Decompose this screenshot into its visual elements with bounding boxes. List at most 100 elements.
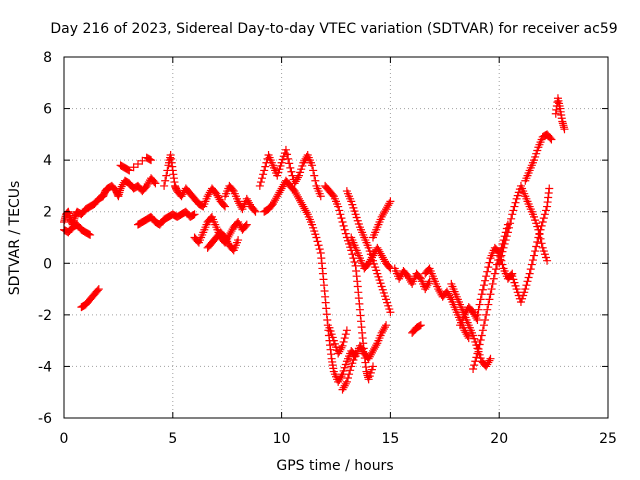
data-point-plus: [86, 230, 95, 239]
data-point-plus: [189, 210, 198, 219]
data-point-plus: [530, 251, 539, 260]
data-point-plus: [284, 154, 293, 163]
data-point-plus: [482, 310, 491, 319]
data-point-plus: [473, 316, 482, 325]
y-tick-label: 4: [43, 153, 52, 169]
data-point-plus: [485, 258, 494, 267]
data-point-plus: [314, 241, 323, 250]
data-point-plus: [424, 279, 433, 288]
y-tick-label: 2: [43, 205, 52, 221]
data-point-plus: [526, 265, 535, 274]
data-point-plus: [338, 218, 347, 227]
data-point-plus: [308, 161, 317, 170]
x-tick-label: 5: [168, 431, 177, 447]
y-tick-label: 6: [43, 102, 52, 118]
data-point-plus: [368, 362, 377, 371]
data-point-plus: [495, 259, 504, 268]
data-point-plus: [129, 163, 138, 172]
data-point-plus: [483, 267, 492, 276]
data-point-plus: [543, 256, 552, 265]
data-point-plus: [256, 178, 265, 187]
y-tick-label: -6: [38, 411, 52, 427]
data-point-plus: [534, 233, 543, 242]
data-point-plus: [124, 165, 133, 174]
data-point-plus: [160, 181, 169, 190]
x-axis-label: GPS time / hours: [276, 458, 393, 474]
data-point-plus: [341, 229, 350, 238]
plot-frame: [63, 56, 609, 419]
data-point-plus: [496, 255, 505, 264]
data-point-plus: [535, 229, 544, 238]
data-point-plus: [536, 225, 545, 234]
data-point-plus: [147, 156, 156, 165]
data-point-plus: [474, 345, 483, 354]
data-point-plus: [312, 233, 321, 242]
data-point-plus: [316, 192, 325, 201]
data-point-plus: [342, 377, 351, 386]
y-tick-label: 8: [43, 50, 52, 66]
data-point-plus: [340, 225, 349, 234]
data-point-plus: [145, 155, 154, 164]
data-point-plus: [531, 247, 540, 256]
data-point-plus: [335, 206, 344, 215]
y-axis-label: SDTVAR / TECUs: [7, 181, 23, 296]
data-point-plus: [221, 202, 230, 211]
data-point-plus: [476, 295, 485, 304]
data-point-plus: [511, 198, 520, 207]
data-point-plus: [472, 353, 481, 362]
data-point-plus: [479, 321, 488, 330]
x-tick-label: 20: [490, 431, 508, 447]
data-point-plus: [241, 221, 250, 230]
data-point-plus: [340, 334, 349, 343]
data-point-plus: [477, 331, 486, 340]
data-point-plus: [528, 256, 537, 265]
data-point-plus: [523, 277, 532, 286]
data-point-plus: [475, 300, 484, 309]
axis-ticks: 0 5 10 15 20 25 -6 -4 -2 0 2 4 6 8: [38, 50, 617, 447]
data-point-plus: [464, 334, 473, 343]
data-point-plus: [501, 236, 510, 245]
data-point-plus: [283, 150, 292, 159]
data-point-plus: [533, 238, 542, 247]
data-point-plus: [346, 366, 355, 375]
data-point-plus: [342, 326, 351, 335]
data-point-plus: [287, 167, 296, 176]
data-point-plus: [481, 276, 490, 285]
data-point-plus: [250, 206, 259, 215]
data-point-plus: [93, 286, 102, 295]
data-point-plus: [497, 251, 506, 260]
data-point-plus: [541, 206, 550, 215]
data-point-plus: [547, 135, 556, 144]
data-point-plus: [85, 230, 94, 239]
data-point-plus: [386, 308, 395, 317]
data-point-plus: [481, 316, 490, 325]
data-point-plus: [537, 221, 546, 230]
data-point-plus: [345, 370, 354, 379]
data-point-plus: [382, 321, 391, 330]
data-point-plus: [336, 210, 345, 219]
data-point-plus: [339, 337, 348, 346]
data-point-plus: [499, 243, 508, 252]
data-point-plus: [475, 340, 484, 349]
data-point-plus: [348, 250, 357, 259]
data-point-plus: [478, 326, 487, 335]
data-point-plus: [385, 263, 394, 272]
data-point-plus: [525, 269, 534, 278]
data-point-plus: [521, 285, 530, 294]
data-point-plus: [539, 214, 548, 223]
x-tick-label: 10: [273, 431, 291, 447]
y-tick-label: 0: [43, 256, 52, 272]
data-point-plus: [524, 273, 533, 282]
data-point-plus: [473, 349, 482, 358]
data-point-plus: [94, 285, 103, 294]
data-point-plus: [488, 279, 497, 288]
data-point-plus: [386, 197, 395, 206]
data-point-plus: [446, 293, 455, 302]
data-point-plus: [341, 330, 350, 339]
data-point-plus: [302, 208, 311, 217]
data-point-plus: [484, 300, 493, 309]
data-point-plus: [540, 210, 549, 219]
data-point-plus: [471, 357, 480, 366]
